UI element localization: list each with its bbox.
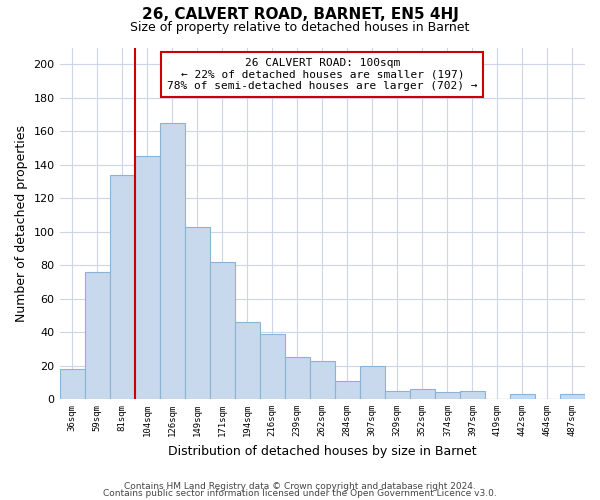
Text: Contains HM Land Registry data © Crown copyright and database right 2024.: Contains HM Land Registry data © Crown c…	[124, 482, 476, 491]
Bar	[110, 174, 134, 399]
Text: 26, CALVERT ROAD, BARNET, EN5 4HJ: 26, CALVERT ROAD, BARNET, EN5 4HJ	[142, 8, 458, 22]
X-axis label: Distribution of detached houses by size in Barnet: Distribution of detached houses by size …	[168, 444, 476, 458]
Bar	[134, 156, 160, 399]
Bar	[209, 262, 235, 399]
Bar	[59, 369, 85, 399]
Text: 26 CALVERT ROAD: 100sqm
← 22% of detached houses are smaller (197)
78% of semi-d: 26 CALVERT ROAD: 100sqm ← 22% of detache…	[167, 58, 478, 91]
Bar	[260, 334, 285, 399]
Bar	[85, 272, 110, 399]
Bar	[510, 394, 535, 399]
Bar	[385, 390, 410, 399]
Y-axis label: Number of detached properties: Number of detached properties	[15, 125, 28, 322]
Bar	[435, 392, 460, 399]
Bar	[160, 123, 185, 399]
Bar	[285, 357, 310, 399]
Bar	[460, 390, 485, 399]
Text: Size of property relative to detached houses in Barnet: Size of property relative to detached ho…	[130, 21, 470, 34]
Bar	[360, 366, 385, 399]
Bar	[335, 380, 360, 399]
Bar	[235, 322, 260, 399]
Bar	[560, 394, 585, 399]
Bar	[185, 226, 209, 399]
Bar	[410, 389, 435, 399]
Bar	[310, 360, 335, 399]
Text: Contains public sector information licensed under the Open Government Licence v3: Contains public sector information licen…	[103, 489, 497, 498]
